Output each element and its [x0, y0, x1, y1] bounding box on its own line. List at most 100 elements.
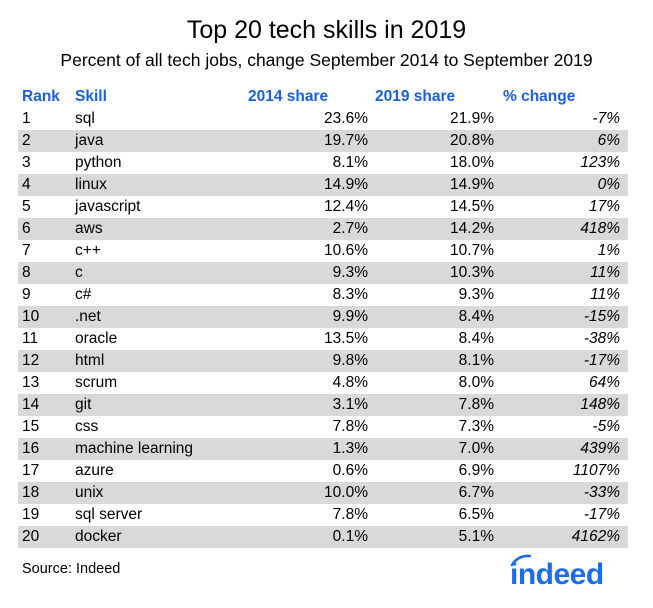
skill-cell: html — [75, 352, 105, 369]
table-header-row: Rank Skill 2014 share 2019 share % chang… — [18, 86, 628, 108]
share-2014-cell: 9.8% — [332, 352, 368, 369]
share-2014-cell: 10.0% — [324, 484, 368, 501]
table-row: 13 scrum 4.8% 8.0% 64% — [18, 372, 628, 394]
skill-cell: linux — [75, 176, 107, 193]
share-2014-cell: 8.3% — [332, 286, 368, 303]
table-row: 5 javascript 12.4% 14.5% 17% — [18, 196, 628, 218]
pct-change-cell: 4162% — [571, 528, 620, 545]
share-2019-cell: 7.0% — [458, 440, 494, 457]
table-row: 20 docker 0.1% 5.1% 4162% — [18, 526, 628, 548]
table-row: 17 azure 0.6% 6.9% 1107% — [18, 460, 628, 482]
skill-cell: sql server — [75, 506, 143, 523]
share-2014-cell: 1.3% — [332, 440, 368, 457]
pct-change-cell: 11% — [590, 264, 620, 281]
pct-change-cell: 0% — [597, 176, 620, 193]
share-2019-cell: 8.1% — [458, 352, 494, 369]
skill-cell: docker — [75, 528, 122, 545]
rank-cell: 2 — [22, 132, 31, 149]
pct-change-cell: -33% — [583, 484, 620, 501]
share-2014-cell: 0.6% — [332, 462, 368, 479]
share-2019-cell: 10.3% — [450, 264, 494, 281]
pct-change-cell: 148% — [580, 396, 620, 413]
share-2019-cell: 21.9% — [450, 110, 494, 127]
skill-cell: unix — [75, 484, 104, 501]
share-2019-cell: 8.4% — [458, 308, 494, 325]
table-row: 18 unix 10.0% 6.7% -33% — [18, 482, 628, 504]
share-2014-cell: 4.8% — [332, 374, 368, 391]
rank-cell: 11 — [22, 330, 39, 347]
share-2019-cell: 20.8% — [450, 132, 494, 149]
pct-change-cell: -7% — [592, 110, 620, 127]
pct-change-cell: 439% — [580, 440, 620, 457]
indeed-logo: indeed — [510, 551, 625, 594]
share-2014-cell: 7.8% — [332, 506, 368, 523]
table-row: 10 .net 9.9% 8.4% -15% — [18, 306, 628, 328]
table-row: 7 c++ 10.6% 10.7% 1% — [18, 240, 628, 262]
share-2019-cell: 6.9% — [458, 462, 494, 479]
rank-cell: 18 — [22, 484, 40, 501]
share-2019-cell: 14.2% — [450, 220, 494, 237]
rank-cell: 20 — [22, 528, 40, 545]
rank-cell: 12 — [22, 352, 40, 369]
rank-cell: 13 — [22, 374, 40, 391]
skill-cell: sql — [75, 110, 95, 127]
share-2019-cell: 10.7% — [450, 242, 494, 259]
table-row: 1 sql 23.6% 21.9% -7% — [18, 108, 628, 130]
table-row: 4 linux 14.9% 14.9% 0% — [18, 174, 628, 196]
pct-change-cell: 418% — [580, 220, 620, 237]
skill-cell: c++ — [75, 242, 101, 259]
share-2019-cell: 18.0% — [450, 154, 494, 171]
skill-cell: oracle — [75, 330, 118, 347]
header-2019-share: 2019 share — [375, 88, 456, 105]
chart-title: Top 20 tech skills in 2019 — [186, 16, 467, 44]
rank-cell: 6 — [22, 220, 31, 237]
skill-cell: c# — [75, 286, 92, 303]
table-row: 19 sql server 7.8% 6.5% -17% — [18, 504, 628, 526]
pct-change-cell: 11% — [590, 286, 620, 303]
share-2014-cell: 12.4% — [324, 198, 368, 215]
share-2014-cell: 2.7% — [332, 220, 368, 237]
share-2014-cell: 10.6% — [324, 242, 368, 259]
skill-cell: java — [75, 132, 104, 149]
share-2019-cell: 6.5% — [458, 506, 494, 523]
pct-change-cell: 17% — [588, 198, 620, 215]
table-row: 14 git 3.1% 7.8% 148% — [18, 394, 628, 416]
share-2014-cell: 9.9% — [332, 308, 368, 325]
skill-cell: c — [75, 264, 83, 281]
rank-cell: 8 — [22, 264, 31, 281]
share-2019-cell: 8.0% — [458, 374, 494, 391]
table-row: 3 python 8.1% 18.0% 123% — [18, 152, 628, 174]
share-2019-cell: 7.8% — [458, 396, 494, 413]
indeed-logo-mark: indeed — [510, 554, 604, 591]
table-row: 12 html 9.8% 8.1% -17% — [18, 350, 628, 372]
share-2014-cell: 8.1% — [332, 154, 368, 171]
rank-cell: 15 — [22, 418, 40, 435]
rank-cell: 7 — [22, 242, 31, 259]
pct-change-cell: 1107% — [572, 462, 620, 479]
rank-cell: 17 — [22, 462, 40, 479]
pct-change-cell: -15% — [583, 308, 620, 325]
skill-cell: git — [75, 396, 92, 413]
skill-cell: python — [75, 154, 122, 171]
pct-change-cell: -38% — [583, 330, 620, 347]
skill-cell: machine learning — [75, 440, 194, 457]
header-pct-change: % change — [503, 88, 576, 105]
rank-cell: 9 — [22, 286, 31, 303]
table-row: 6 aws 2.7% 14.2% 418% — [18, 218, 628, 240]
share-2019-cell: 14.5% — [450, 198, 494, 215]
share-2014-cell: 19.7% — [324, 132, 368, 149]
rank-cell: 14 — [22, 396, 40, 413]
pct-change-cell: -5% — [592, 418, 620, 435]
chart-subtitle: Percent of all tech jobs, change Septemb… — [60, 50, 593, 70]
skill-cell: css — [75, 418, 99, 435]
table-row: 16 machine learning 1.3% 7.0% 439% — [18, 438, 628, 460]
share-2014-cell: 23.6% — [324, 110, 368, 127]
share-2019-cell: 9.3% — [458, 286, 494, 303]
table-row: 11 oracle 13.5% 8.4% -38% — [18, 328, 628, 350]
share-2019-cell: 6.7% — [458, 484, 494, 501]
rank-cell: 10 — [22, 308, 40, 325]
share-2014-cell: 3.1% — [332, 396, 368, 413]
rank-cell: 3 — [22, 154, 31, 171]
share-2014-cell: 14.9% — [324, 176, 368, 193]
rank-cell: 1 — [22, 110, 31, 127]
